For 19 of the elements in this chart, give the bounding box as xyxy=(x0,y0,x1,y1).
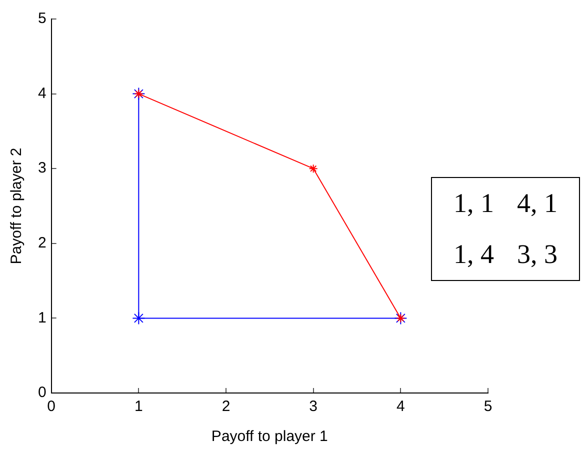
x-tick-label: 1 xyxy=(134,398,143,416)
text: 4, 1 xyxy=(517,188,558,219)
point xyxy=(308,164,318,174)
y-tick-label: 0 xyxy=(38,384,46,402)
y-axis-title: Payoff to player 2 xyxy=(8,148,26,264)
x-tick-label: 2 xyxy=(222,398,230,416)
point xyxy=(132,312,146,325)
x-axis-title: Payoff to player 1 xyxy=(211,428,328,446)
x-tick-label: 5 xyxy=(484,398,492,416)
y-tick-label: 3 xyxy=(38,160,46,177)
y-tick-label: 5 xyxy=(38,10,46,28)
text: 3, 3 xyxy=(517,239,558,270)
x-tick-label: 4 xyxy=(396,398,405,416)
y-tick-label: 2 xyxy=(38,234,46,252)
y-tick-label: 4 xyxy=(38,84,46,102)
y-tick-label: 1 xyxy=(38,309,46,326)
x-tick-label: 3 xyxy=(309,398,318,416)
annotation: 1, 4 xyxy=(454,239,494,270)
annotation: 1, 1 xyxy=(454,188,494,219)
